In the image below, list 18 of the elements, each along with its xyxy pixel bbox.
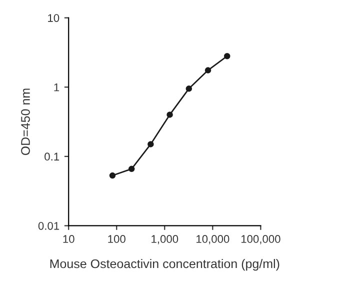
point (128, 166, 135, 172)
x-axis-title: Mouse Osteoactivin concentration (pg/ml) (50, 258, 280, 271)
point (186, 86, 192, 92)
point (204, 67, 212, 74)
y-tick-label: 0.01 (38, 222, 60, 230)
y-tick-label: 1 (54, 84, 60, 92)
point (166, 112, 173, 118)
x-tick-label: 100 (108, 235, 126, 243)
x-tick-label: 100,000 (241, 235, 280, 244)
x-tick-label: 10 (63, 235, 74, 243)
y-tick-label: 0.1 (44, 152, 60, 161)
point (224, 53, 230, 60)
point (148, 141, 154, 148)
point (109, 172, 116, 179)
x-tick-label: 10,000 (196, 235, 230, 244)
x-tick-label: 1,000 (152, 235, 178, 244)
y-tick-label: 10 (48, 14, 60, 22)
y-axis-title: OD=450 nm (21, 88, 30, 156)
